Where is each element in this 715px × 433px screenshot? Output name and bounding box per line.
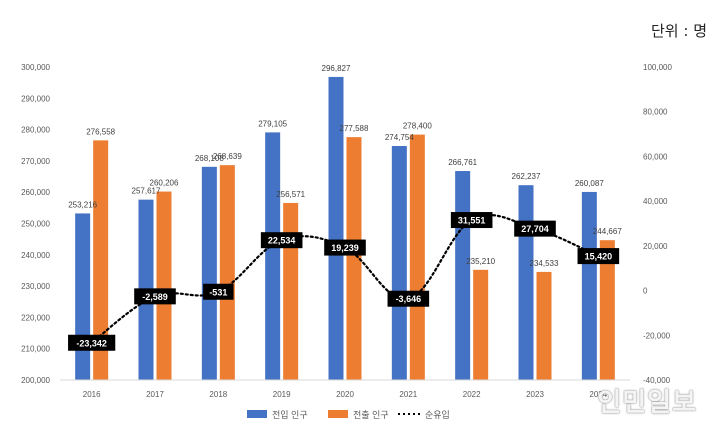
bar-out-2023 xyxy=(536,271,552,380)
x-tick-label: 2024 xyxy=(589,390,607,399)
right-tick-label: -40,000 xyxy=(643,376,671,385)
left-tick-label: 260,000 xyxy=(21,188,50,197)
x-tick-label: 2023 xyxy=(526,390,544,399)
bar-out-label: 260,206 xyxy=(150,179,179,188)
bar-in-2016 xyxy=(75,213,91,380)
bar-in-label: 296,827 xyxy=(322,64,351,73)
bar-in-label: 274,754 xyxy=(385,133,414,142)
bar-in-label: 279,105 xyxy=(258,119,287,128)
net-label: 15,420 xyxy=(585,252,613,262)
bar-in-2021 xyxy=(391,146,407,380)
right-tick-label: 60,000 xyxy=(643,152,668,161)
bar-in-label: 268,108 xyxy=(195,154,224,163)
legend: 전입 인구 전출 인구 순유입 xyxy=(247,409,450,420)
net-label: -2,589 xyxy=(142,292,168,302)
unit-label: 단위 : 명 xyxy=(651,22,707,40)
net-label-box xyxy=(68,334,116,351)
bar-out-2017 xyxy=(156,191,172,380)
net-label: 27,704 xyxy=(521,224,549,234)
net-label-box xyxy=(577,248,620,265)
bar-out-2020 xyxy=(346,137,362,380)
net-label: -531 xyxy=(209,287,227,297)
left-tick-label: 280,000 xyxy=(21,126,50,135)
left-tick-label: 270,000 xyxy=(21,157,50,166)
bar-out-label: 268,639 xyxy=(213,152,242,161)
bar-in-label: 257,617 xyxy=(132,187,161,196)
legend-label-out: 전출 인구 xyxy=(353,410,389,420)
net-label-box xyxy=(387,290,430,307)
right-tick-label: 100,000 xyxy=(643,63,672,72)
net-label-box xyxy=(324,239,366,256)
bar-out-label: 277,588 xyxy=(340,124,369,133)
net-label-box xyxy=(203,283,234,300)
bar-out-2019 xyxy=(283,202,299,380)
bar-in-2023 xyxy=(518,185,534,380)
legend-label-net: 순유입 xyxy=(425,409,450,420)
right-tick-label: 40,000 xyxy=(643,197,668,206)
bar-in-label: 260,087 xyxy=(575,179,604,188)
bar-out-2022 xyxy=(473,269,489,380)
net-inflow-line: -23,342 -2,589 -531 22,534 19,239 -3,646 31,55… xyxy=(68,212,620,351)
bar-out-label: 256,571 xyxy=(276,190,305,199)
left-tick-label: 210,000 xyxy=(21,345,50,354)
left-tick-label: 300,000 xyxy=(21,63,50,72)
bar-in-label: 253,216 xyxy=(68,200,97,209)
right-tick-label: 80,000 xyxy=(643,108,668,117)
x-tick-label: 2021 xyxy=(399,390,417,399)
left-tick-label: 290,000 xyxy=(21,94,50,103)
legend-label-in: 전입 인구 xyxy=(272,409,308,420)
bar-out-label: 235,210 xyxy=(466,257,495,266)
bar-out-2024 xyxy=(599,240,615,380)
bar-out-2021 xyxy=(409,134,425,380)
bar-in-2019 xyxy=(265,132,281,380)
net-label: 19,239 xyxy=(331,243,359,253)
net-label-box xyxy=(514,220,556,237)
x-tick-label: 2019 xyxy=(273,390,291,399)
net-label-box xyxy=(260,232,303,249)
bar-in-2024 xyxy=(581,191,597,380)
net-label: -23,342 xyxy=(76,338,107,348)
watermark-logo: 인민일보 xyxy=(597,388,697,418)
bar-in-2018 xyxy=(201,166,217,380)
bar-out-label: 276,558 xyxy=(86,127,115,136)
net-label-box xyxy=(450,212,493,229)
bar-out-label: 278,400 xyxy=(403,122,432,131)
bar-in-label: 262,237 xyxy=(512,172,541,181)
net-label: -3,646 xyxy=(396,294,422,304)
bar-out-2016 xyxy=(93,140,109,380)
left-axis-ticks: 200,000 210,000 220,000 230,000 240,000 250,0… xyxy=(21,63,50,385)
x-tick-label: 2022 xyxy=(463,390,481,399)
x-tick-label: 2018 xyxy=(209,390,227,399)
left-tick-label: 200,000 xyxy=(21,376,50,385)
net-label: 31,551 xyxy=(458,216,486,226)
net-label: 22,534 xyxy=(268,236,296,246)
bar-out-2018 xyxy=(219,165,235,380)
x-axis-ticks: 2016 2017 2018 2019 2020 2021 2022 2023 2024 xyxy=(83,390,608,399)
x-tick-label: 2017 xyxy=(146,390,164,399)
bar-in-2020 xyxy=(328,76,344,380)
x-tick-label: 2020 xyxy=(336,390,354,399)
right-tick-label: 20,000 xyxy=(643,242,668,251)
x-tick-label: 2016 xyxy=(83,390,101,399)
left-tick-label: 230,000 xyxy=(21,282,50,291)
net-label-box xyxy=(134,288,176,305)
legend-swatch-in xyxy=(247,410,267,418)
right-tick-label: 0 xyxy=(643,287,648,296)
bar-in-2022 xyxy=(455,171,471,380)
right-tick-label: -20,000 xyxy=(643,331,671,340)
left-tick-label: 240,000 xyxy=(21,251,50,260)
bar-out-label: 234,533 xyxy=(530,259,559,268)
left-tick-label: 220,000 xyxy=(21,313,50,322)
legend-swatch-out xyxy=(328,410,348,418)
left-tick-label: 250,000 xyxy=(21,220,50,229)
bar-in-label: 266,761 xyxy=(448,158,477,167)
bar-out-label: 244,667 xyxy=(593,227,622,236)
right-axis-ticks: -40,000 -20,000 0 20,000 40,000 60,000 80,000 1… xyxy=(643,63,672,385)
